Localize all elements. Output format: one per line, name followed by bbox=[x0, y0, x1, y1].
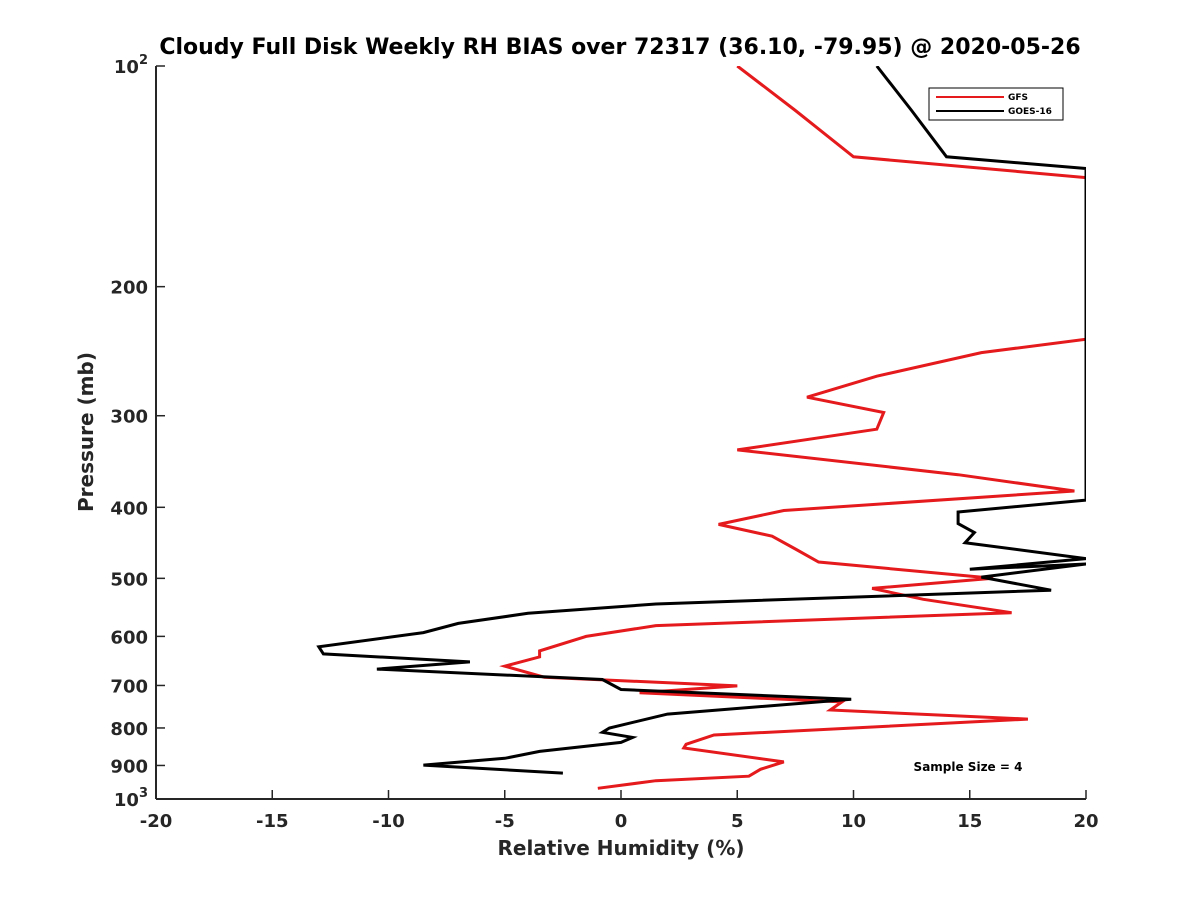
y-axis-label: Pressure (mb) bbox=[74, 352, 98, 512]
legend-label-gfs: GFS bbox=[1008, 93, 1028, 103]
series-layer bbox=[316, 66, 1086, 790]
y-tick-label: 800 bbox=[110, 719, 148, 740]
x-tick-label: 5 bbox=[731, 811, 744, 832]
y-tick-label: 700 bbox=[110, 676, 148, 697]
x-tick-label: 15 bbox=[957, 811, 982, 832]
x-ticks: -20 -15 -10 -5 0 5 10 15 20 bbox=[140, 790, 1099, 832]
plot-area bbox=[156, 66, 1086, 799]
x-tick-label: -20 bbox=[140, 811, 173, 832]
y-tick-label: 300 bbox=[110, 407, 148, 428]
x-axis-label: Relative Humidity (%) bbox=[497, 836, 744, 860]
y-tick-label: 103 bbox=[114, 786, 148, 811]
legend-label-goes16: GOES-16 bbox=[1008, 107, 1052, 117]
y-tick-label: 102 bbox=[114, 53, 148, 78]
y-tick-label: 200 bbox=[110, 278, 148, 299]
legend-box bbox=[928, 87, 1064, 121]
x-tick-label: 0 bbox=[615, 811, 628, 832]
x-tick-label: -15 bbox=[256, 811, 289, 832]
x-tick-label: -5 bbox=[495, 811, 515, 832]
y-tick-label: 400 bbox=[110, 498, 148, 519]
series-line-goes16 bbox=[316, 66, 1086, 775]
chart-title: Cloudy Full Disk Weekly RH BIAS over 723… bbox=[159, 35, 1080, 60]
x-tick-label: 20 bbox=[1073, 811, 1098, 832]
y-ticks: 102 200 300 400 500 600 700 800 900 103 bbox=[110, 53, 165, 811]
legend: GFS GOES-16 bbox=[928, 87, 1064, 121]
sample-size-annotation: Sample Size = 4 bbox=[914, 760, 1023, 774]
y-tick-label: 900 bbox=[110, 756, 148, 777]
series-line-gfs bbox=[499, 66, 1086, 790]
x-tick-label: 10 bbox=[841, 811, 866, 832]
x-tick-label: -10 bbox=[372, 811, 405, 832]
y-tick-label: 600 bbox=[110, 627, 148, 648]
y-tick-label: 500 bbox=[110, 569, 148, 590]
